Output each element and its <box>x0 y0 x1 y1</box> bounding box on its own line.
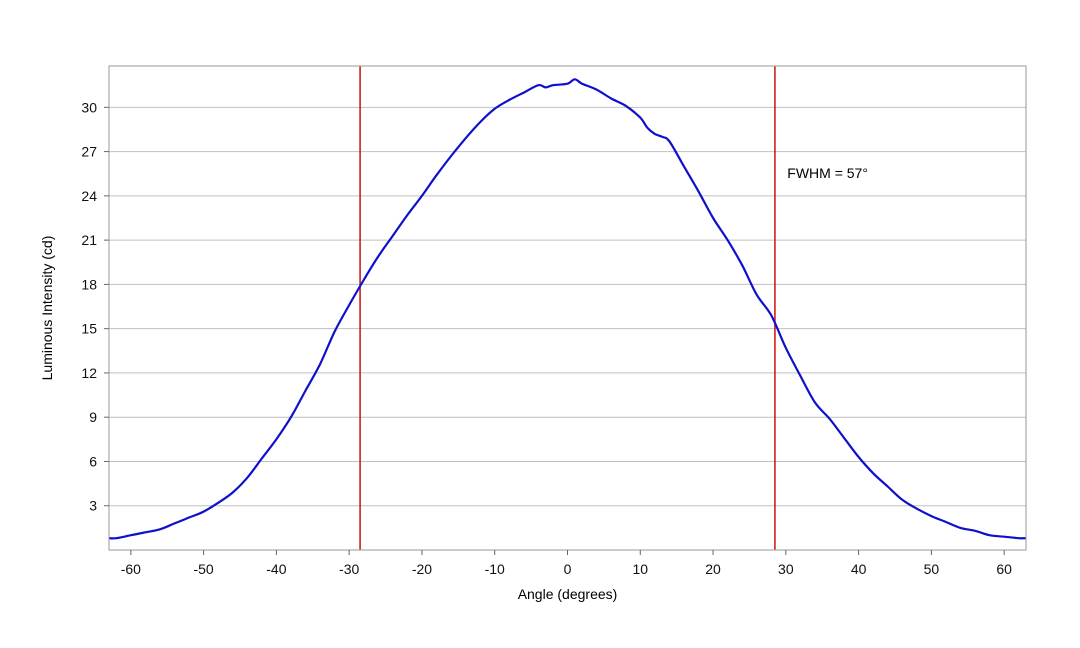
y-tick-label: 15 <box>81 321 97 337</box>
y-tick-label: 9 <box>89 409 97 425</box>
y-tick-label: 21 <box>81 232 97 248</box>
x-tick-label: 40 <box>851 561 867 577</box>
y-axis-ticks: 3 6 9 12 15 18 21 24 27 30 <box>81 99 109 514</box>
x-tick-label: 0 <box>564 561 572 577</box>
x-tick-label: 20 <box>705 561 721 577</box>
y-tick-label: 30 <box>81 99 97 115</box>
x-tick-label: 50 <box>924 561 940 577</box>
y-tick-label: 6 <box>89 453 97 469</box>
gridlines <box>109 106 1026 507</box>
x-axis-ticks: -60 -50 -40 -30 -20 -10 0 10 20 30 40 50 60 <box>121 550 1012 577</box>
x-tick-label: 30 <box>778 561 794 577</box>
x-tick-label: 60 <box>996 561 1012 577</box>
x-tick-label: -40 <box>266 561 286 577</box>
y-tick-label: 12 <box>81 365 97 381</box>
y-tick-label: 18 <box>81 276 97 292</box>
y-tick-label: 3 <box>89 498 97 514</box>
series-layer <box>108 78 1027 540</box>
x-tick-label: -30 <box>339 561 359 577</box>
x-tick-label: 10 <box>632 561 648 577</box>
y-axis-title: Luminous Intensity (cd) <box>39 236 55 381</box>
y-tick-label: 24 <box>81 188 97 204</box>
x-tick-label: -60 <box>121 561 141 577</box>
fwhm-markers <box>359 66 776 550</box>
x-axis-title: Angle (degrees) <box>518 586 618 602</box>
intensity-curve <box>108 78 1027 540</box>
x-tick-label: -20 <box>412 561 432 577</box>
x-tick-label: -10 <box>485 561 505 577</box>
y-tick-label: 27 <box>81 144 97 160</box>
x-tick-label: -50 <box>193 561 213 577</box>
fwhm-annotation: FWHM = 57° <box>787 165 868 181</box>
